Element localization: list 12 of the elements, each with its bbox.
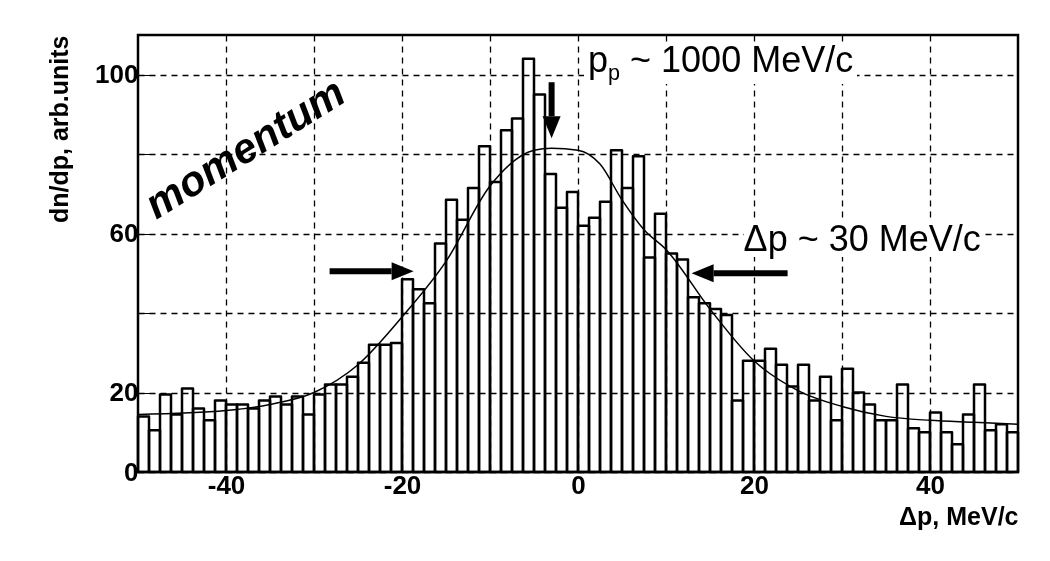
x-tick-label: 0	[571, 469, 586, 500]
y-tick-label: 60	[109, 218, 139, 249]
x-tick-label: 20	[740, 469, 769, 500]
x-tick-label: -20	[383, 469, 422, 500]
annotation: Δp ~ 30 MeV/c	[743, 218, 981, 260]
annotation: p$_{p}$ ~ 1000 MeV/c	[584, 39, 858, 86]
x-axis-title: Δp, MeV/c	[899, 501, 1019, 530]
y-tick-label: 100	[95, 59, 139, 90]
y-axis-title: dn/dp, arb.units	[45, 35, 74, 223]
x-tick-label: -40	[207, 469, 246, 500]
y-tick-label: 20	[109, 377, 139, 408]
x-tick-label: 40	[916, 469, 945, 500]
